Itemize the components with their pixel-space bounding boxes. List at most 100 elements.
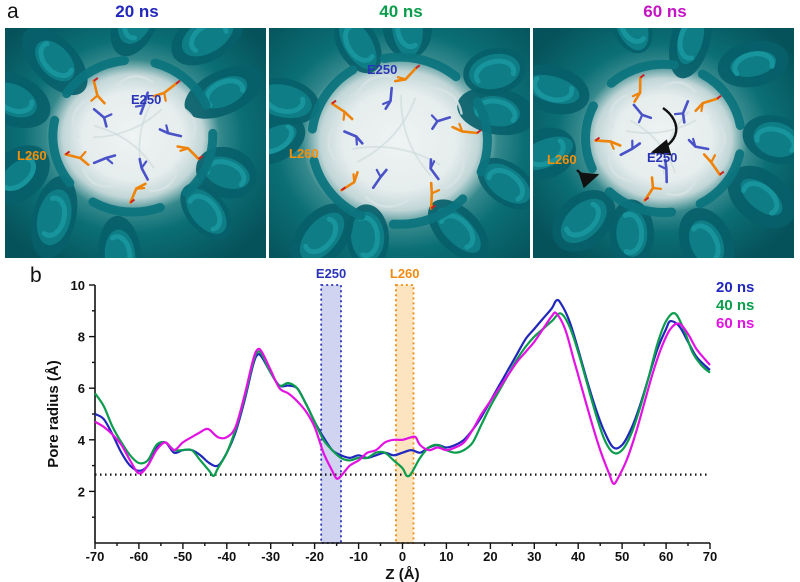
rotation-arrow — [650, 107, 678, 156]
oxygen-tip — [719, 170, 725, 176]
residue-label-E250: E250 — [131, 92, 161, 107]
helix-bundle — [668, 28, 713, 79]
y-tick-label: 4 — [78, 433, 86, 448]
structure-snapshot-60ns: E250 L260 — [533, 28, 794, 258]
pore-helix-arc — [581, 101, 598, 173]
residue-stick-branch — [375, 168, 382, 179]
oxygen-tip — [476, 129, 482, 134]
residue-stick-branch — [692, 137, 697, 148]
loop-strand — [444, 148, 465, 190]
loop-strand — [364, 195, 412, 208]
residue-stick-branch — [637, 113, 644, 124]
oxygen-tip — [644, 196, 650, 202]
pore-helix-arc — [88, 197, 165, 217]
oxygen-tip — [64, 150, 71, 156]
oxygen-tip — [415, 64, 421, 70]
residue-label-L260: L260 — [289, 146, 319, 161]
series-60-ns — [94, 311, 711, 485]
loop-strand — [426, 86, 463, 115]
residue-stick-branch — [429, 160, 436, 170]
band-L260 — [394, 284, 415, 544]
pore-radius-chart: E250 L260 -70 -60 -50 -40 -30 -20 -10 0 10 20 30 40 50… — [45, 266, 754, 582]
residue-stick-branch — [430, 114, 439, 123]
residue-stick-branch — [134, 104, 145, 108]
y-tick-label: 6 — [78, 381, 85, 396]
x-tick-label: 0 — [399, 549, 406, 564]
pore-strand — [92, 108, 163, 139]
oxygen-tip — [129, 198, 135, 204]
x-tick-label: 70 — [703, 549, 717, 564]
residue-stick-branch — [352, 173, 356, 184]
pore-strand — [626, 119, 697, 134]
residue-stick-branch — [396, 76, 407, 81]
helix-bundle — [609, 199, 655, 258]
helix-bundle — [22, 28, 88, 96]
snapshot-images: E250 L260 E250 L260 E250 L260 — [5, 28, 794, 258]
residue-stick-branch — [658, 164, 668, 171]
oxygen-tip — [430, 204, 436, 210]
helix-bundle — [382, 28, 432, 59]
loop-strand — [609, 93, 629, 129]
residue-stick-branch — [631, 91, 642, 98]
helix-bundle — [727, 165, 794, 229]
x-tick-label: 30 — [527, 549, 541, 564]
residue-stick-branch — [140, 160, 148, 170]
loop-strand — [174, 103, 197, 139]
pore-strand — [94, 125, 155, 169]
helix-bundle — [533, 64, 590, 115]
snapshot-title-40ns: 40 ns — [379, 2, 423, 21]
panel-b-label: b — [30, 264, 42, 287]
band-E250 — [320, 284, 342, 544]
oxygen-tip — [639, 73, 645, 79]
residue-stick-branch — [710, 154, 717, 164]
panel-b: b E250 L260 -70 -60 -50 -40 -30 -20 -10 0 10 20 30 40… — [0, 258, 800, 582]
oxygen-tip — [340, 186, 347, 191]
x-tick-label: 40 — [571, 549, 585, 564]
x-tick-label: -10 — [349, 549, 368, 564]
pore-strand — [356, 97, 417, 163]
oxygen-tip — [175, 79, 181, 85]
pore-helix-arc — [309, 156, 366, 221]
helix-bundle — [678, 207, 735, 258]
pore-helix-arc — [695, 149, 745, 209]
residue-stick-branch — [165, 124, 170, 135]
y-axis-title: Pore radius (Å) — [45, 360, 62, 468]
panel-a-label: a — [7, 0, 19, 23]
snapshot-title-60ns: 60 ns — [643, 2, 687, 21]
loop-strand — [81, 167, 119, 188]
residue-stick-branch — [458, 122, 464, 133]
residue-stick — [429, 181, 434, 210]
rotation-arrow — [576, 169, 600, 189]
x-tick-label: 60 — [659, 549, 673, 564]
x-tick-label: -20 — [305, 549, 324, 564]
pore-strand — [400, 95, 432, 177]
band-label-L260: L260 — [390, 266, 420, 281]
legend-60-ns: 60 ns — [716, 315, 754, 332]
residue-label-E250: E250 — [647, 150, 677, 165]
residue-stick-branch — [103, 113, 113, 119]
residue-stick-branch — [163, 91, 167, 102]
x-tick-label: -70 — [86, 549, 105, 564]
pore-helix-arc — [48, 115, 75, 188]
residue-stick-branch — [651, 186, 662, 190]
helix-bundle — [5, 145, 50, 205]
helix-bundle — [552, 190, 616, 252]
loop-strand — [149, 164, 179, 193]
residue-label-E250: E250 — [367, 62, 397, 77]
helix-bundle — [533, 127, 576, 180]
oxygen-tip — [716, 94, 722, 100]
loop-strand — [607, 157, 638, 183]
pore-helix-arc — [307, 65, 358, 134]
residue-stick-branch — [179, 147, 190, 152]
helix-bundle — [180, 183, 232, 240]
helix-bundle — [477, 157, 530, 210]
helix-bundle — [110, 28, 162, 57]
helix-bundle — [717, 40, 789, 88]
residue-stick-branch — [430, 189, 441, 195]
x-tick-label: -30 — [261, 549, 280, 564]
y-tick-label: 8 — [78, 330, 85, 345]
legend-40-ns: 40 ns — [716, 297, 754, 314]
x-tick-label: 50 — [615, 549, 629, 564]
x-tick-label: -60 — [130, 549, 149, 564]
